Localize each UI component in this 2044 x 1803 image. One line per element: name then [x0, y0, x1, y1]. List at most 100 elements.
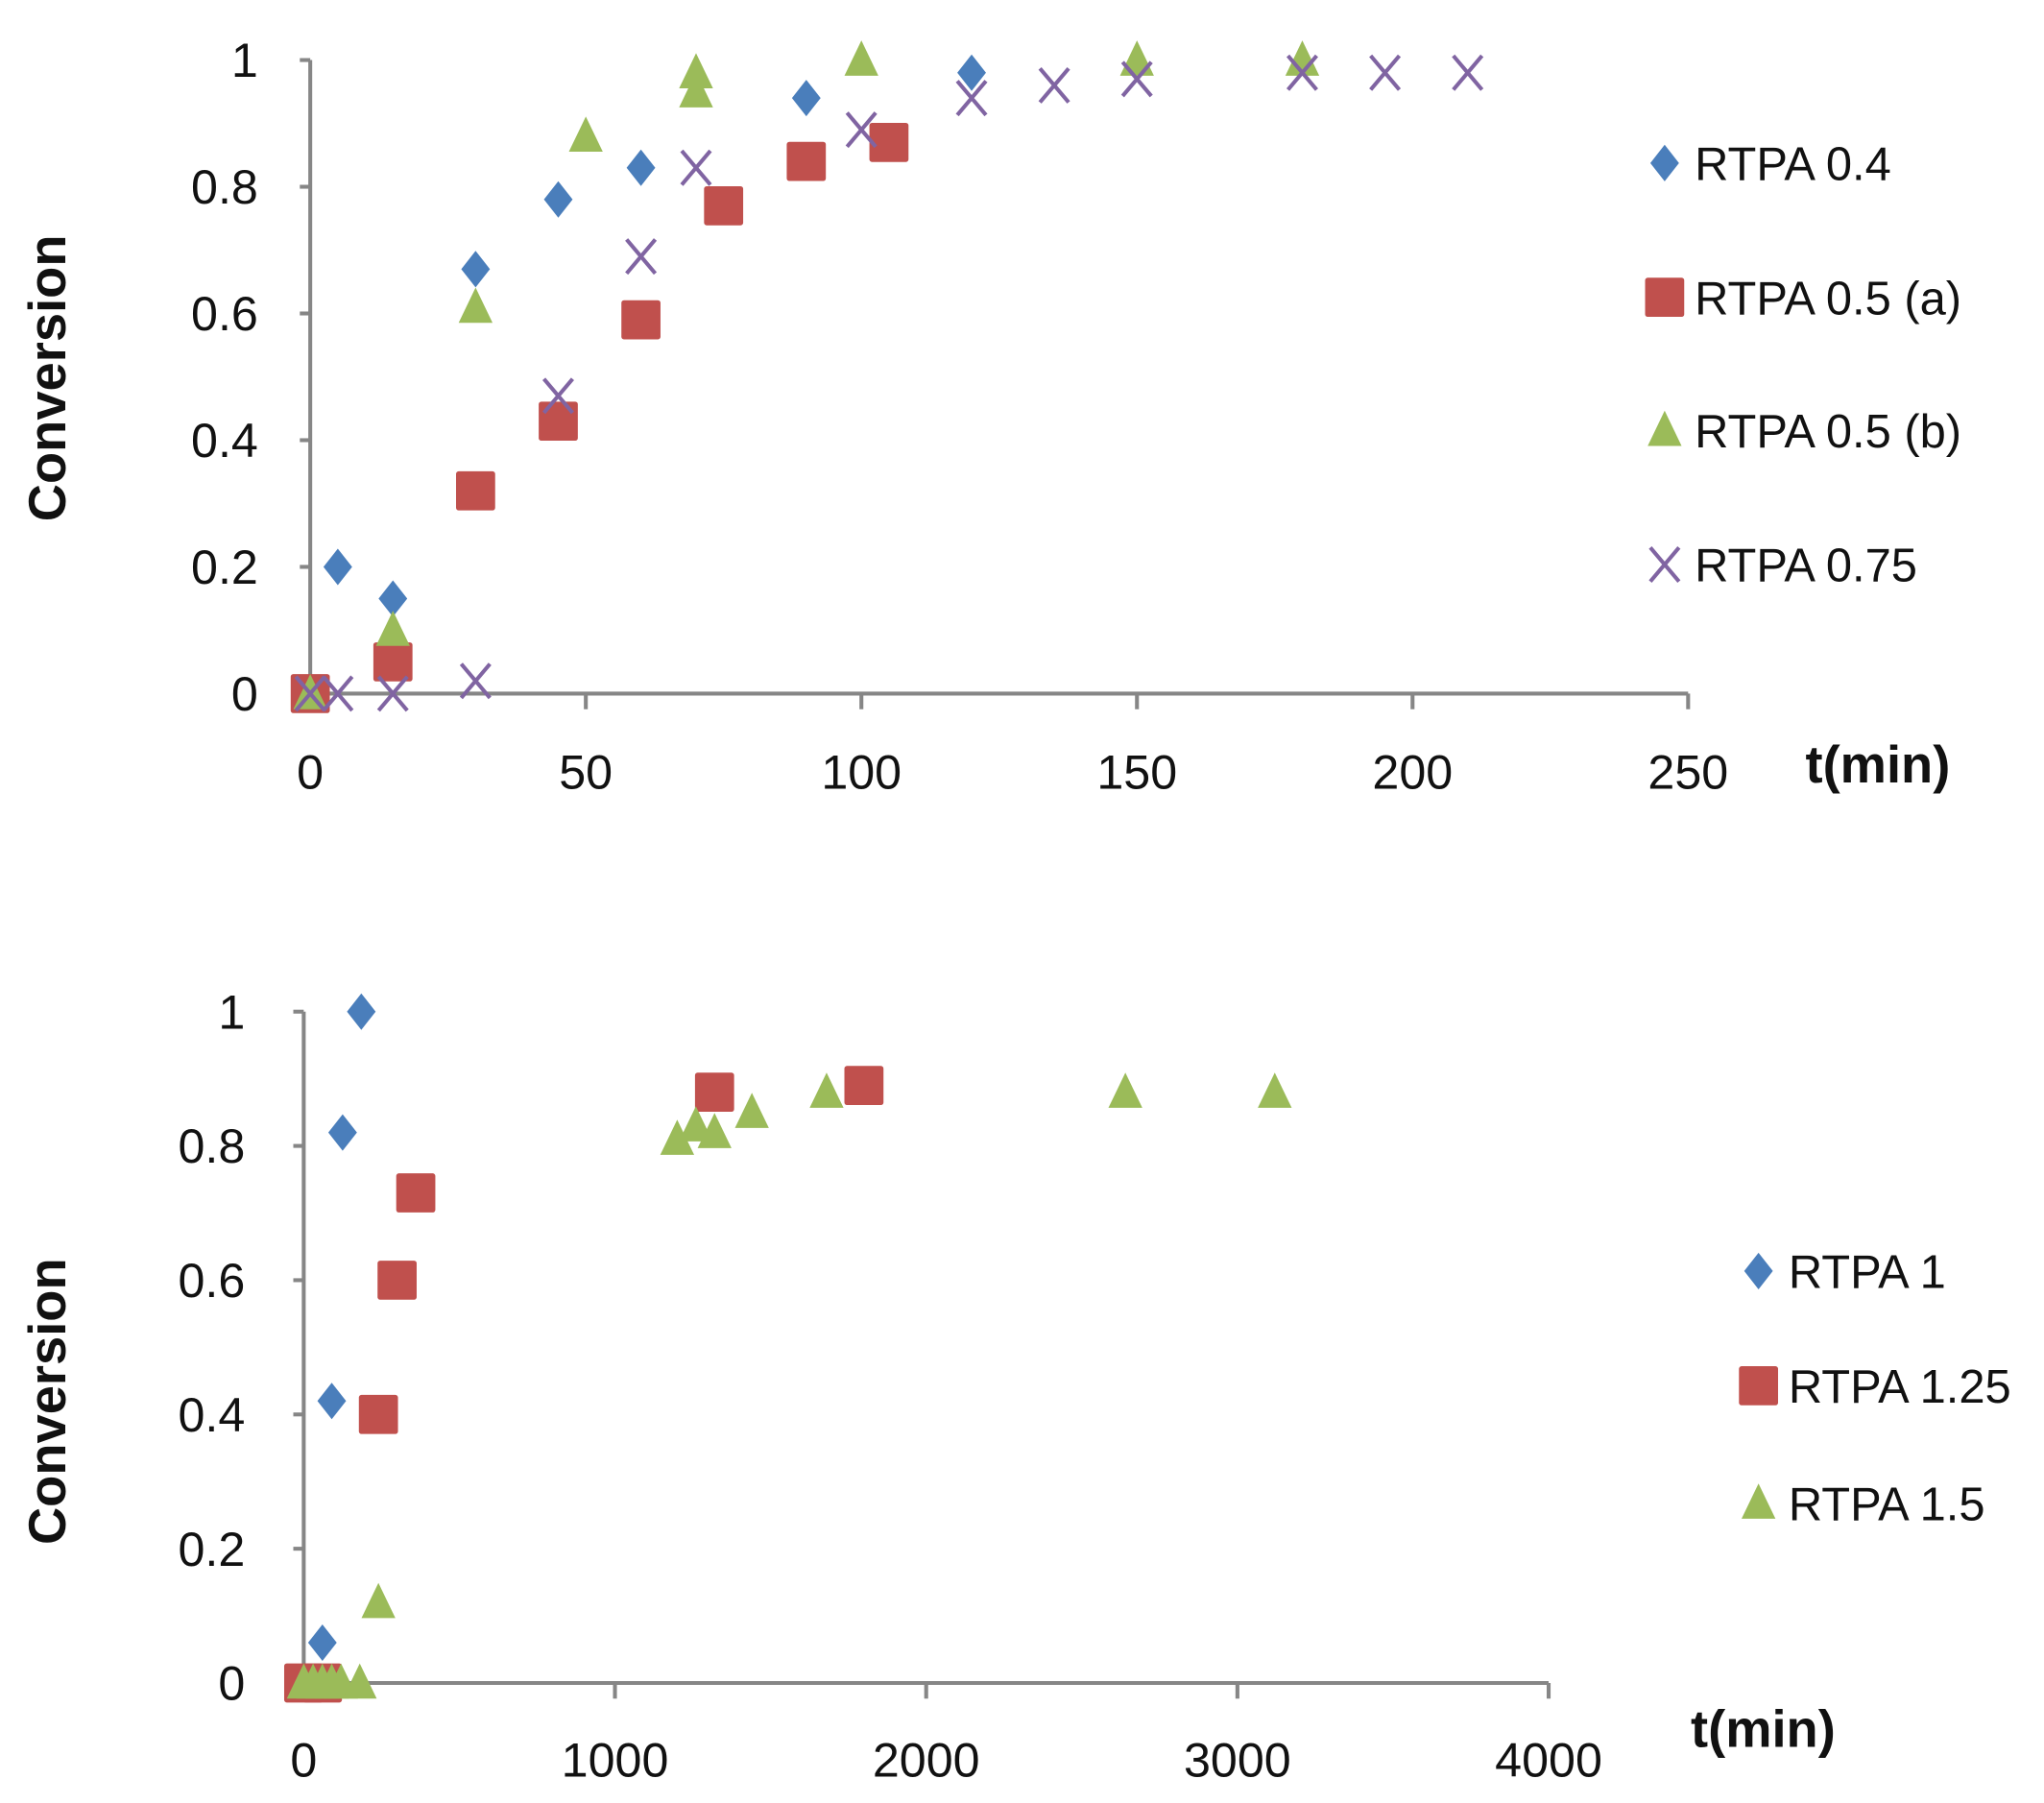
- data-point: [1285, 40, 1320, 76]
- data-point: [1120, 60, 1153, 98]
- y-tick-label: 0: [231, 667, 258, 721]
- chart-top: 0 0.2 0.4 0.6 0.8 1 0 50 100 150 200 250 t(min) Conve…: [18, 34, 1961, 799]
- y-tick-label: 0.8: [191, 160, 258, 214]
- y-axis-label: Conversion: [18, 1258, 77, 1545]
- data-point: [361, 1582, 396, 1619]
- legend-marker: [1649, 144, 1679, 181]
- data-point: [373, 642, 413, 682]
- legend-marker: [1739, 1366, 1779, 1406]
- data-point: [461, 251, 491, 288]
- data-point: [1119, 40, 1154, 76]
- legend-label: RTPA 0.75: [1695, 541, 1917, 592]
- series-rtpa-0-5-b-: [293, 40, 1320, 709]
- x-tick-label: 0: [297, 746, 324, 800]
- data-point: [358, 1394, 398, 1434]
- x-tick-label: 1000: [562, 1734, 669, 1788]
- data-point: [704, 185, 744, 226]
- data-point: [626, 149, 656, 186]
- data-point: [844, 1066, 884, 1106]
- x-tick-label: 0: [290, 1734, 317, 1788]
- data-point: [734, 1093, 769, 1128]
- data-point: [660, 1119, 695, 1155]
- x-tick-label: 150: [1096, 746, 1177, 800]
- legend-marker: [1648, 546, 1681, 583]
- legend-marker: [1645, 277, 1685, 318]
- data-point: [343, 1663, 377, 1699]
- data-point: [347, 993, 376, 1030]
- data-point: [1038, 66, 1070, 104]
- data-point: [376, 675, 409, 712]
- y-axis-label: Conversion: [18, 235, 77, 522]
- legend-label: RTPA 0.5 (a): [1695, 273, 1961, 325]
- x-tick-label: 3000: [1184, 1734, 1291, 1788]
- series-rtpa-1-5: [286, 1072, 1292, 1699]
- x-axis-label: t(min): [1806, 735, 1951, 794]
- legend-label: RTPA 1.5: [1789, 1478, 1985, 1530]
- x-tick-label: 4000: [1495, 1734, 1602, 1788]
- data-point: [543, 180, 573, 218]
- y-tick-label: 0: [218, 1657, 245, 1711]
- data-point: [1286, 54, 1318, 91]
- data-point: [1369, 54, 1402, 91]
- data-point: [694, 1072, 734, 1113]
- y-tick-label: 0.4: [191, 414, 258, 468]
- series-rtpa-0-75: [294, 54, 1484, 712]
- data-point: [621, 300, 661, 340]
- data-point: [307, 1624, 337, 1662]
- y-tick-label: 1: [231, 34, 258, 87]
- data-point: [1258, 1072, 1292, 1108]
- x-tick-label: 250: [1647, 746, 1728, 800]
- series-rtpa-0-5-a-: [290, 122, 909, 713]
- data-point: [679, 1106, 713, 1142]
- data-point: [375, 611, 410, 646]
- y-tick-label: 0.2: [178, 1523, 245, 1576]
- chart-bottom: 0 0.2 0.4 0.6 0.8 1 0 1000 2000 3000 4000 t(min) Con…: [18, 985, 2011, 1787]
- data-point: [679, 53, 713, 89]
- data-point: [378, 580, 408, 617]
- y-tick-label: 0.8: [178, 1119, 245, 1173]
- y-tick-label: 1: [218, 985, 245, 1039]
- data-point: [327, 1114, 357, 1151]
- legend-label: RTPA 1: [1789, 1247, 1946, 1299]
- data-point: [377, 1261, 417, 1300]
- x-tick-label: 100: [821, 746, 902, 800]
- data-point: [459, 662, 492, 700]
- data-point: [317, 1382, 347, 1420]
- data-point: [322, 675, 354, 712]
- data-point: [541, 377, 574, 415]
- data-point: [809, 1072, 844, 1108]
- data-point: [679, 72, 713, 108]
- y-tick-label: 0.6: [178, 1254, 245, 1308]
- data-point: [625, 238, 658, 276]
- y-tick-label: 0.2: [191, 541, 258, 594]
- data-point: [955, 80, 988, 117]
- data-point: [1452, 54, 1484, 91]
- data-point: [844, 40, 878, 76]
- legend-marker: [1647, 410, 1682, 446]
- legend-label: RTPA 1.25: [1789, 1361, 2011, 1413]
- legend-marker: [1741, 1483, 1776, 1519]
- legend-label: RTPA 0.5 (b): [1695, 406, 1961, 458]
- y-tick-label: 0.4: [178, 1388, 245, 1442]
- data-point: [323, 548, 352, 586]
- data-point: [845, 111, 878, 149]
- x-tick-label: 200: [1372, 746, 1453, 800]
- data-point: [791, 80, 821, 117]
- x-axis-label: t(min): [1691, 1700, 1836, 1759]
- y-tick-label: 0.6: [191, 287, 258, 341]
- x-tick-label: 2000: [873, 1734, 980, 1788]
- data-point: [456, 470, 495, 511]
- data-point: [697, 1113, 732, 1148]
- data-point: [869, 122, 909, 162]
- legend-label: RTPA 0.4: [1695, 138, 1891, 190]
- data-point: [396, 1173, 436, 1213]
- data-point: [458, 287, 493, 324]
- data-point: [1108, 1072, 1142, 1108]
- data-point: [539, 401, 578, 442]
- x-tick-label: 50: [559, 746, 613, 800]
- legend-marker: [1743, 1252, 1773, 1289]
- data-point: [680, 149, 712, 186]
- data-point: [786, 141, 827, 181]
- data-point: [294, 675, 326, 712]
